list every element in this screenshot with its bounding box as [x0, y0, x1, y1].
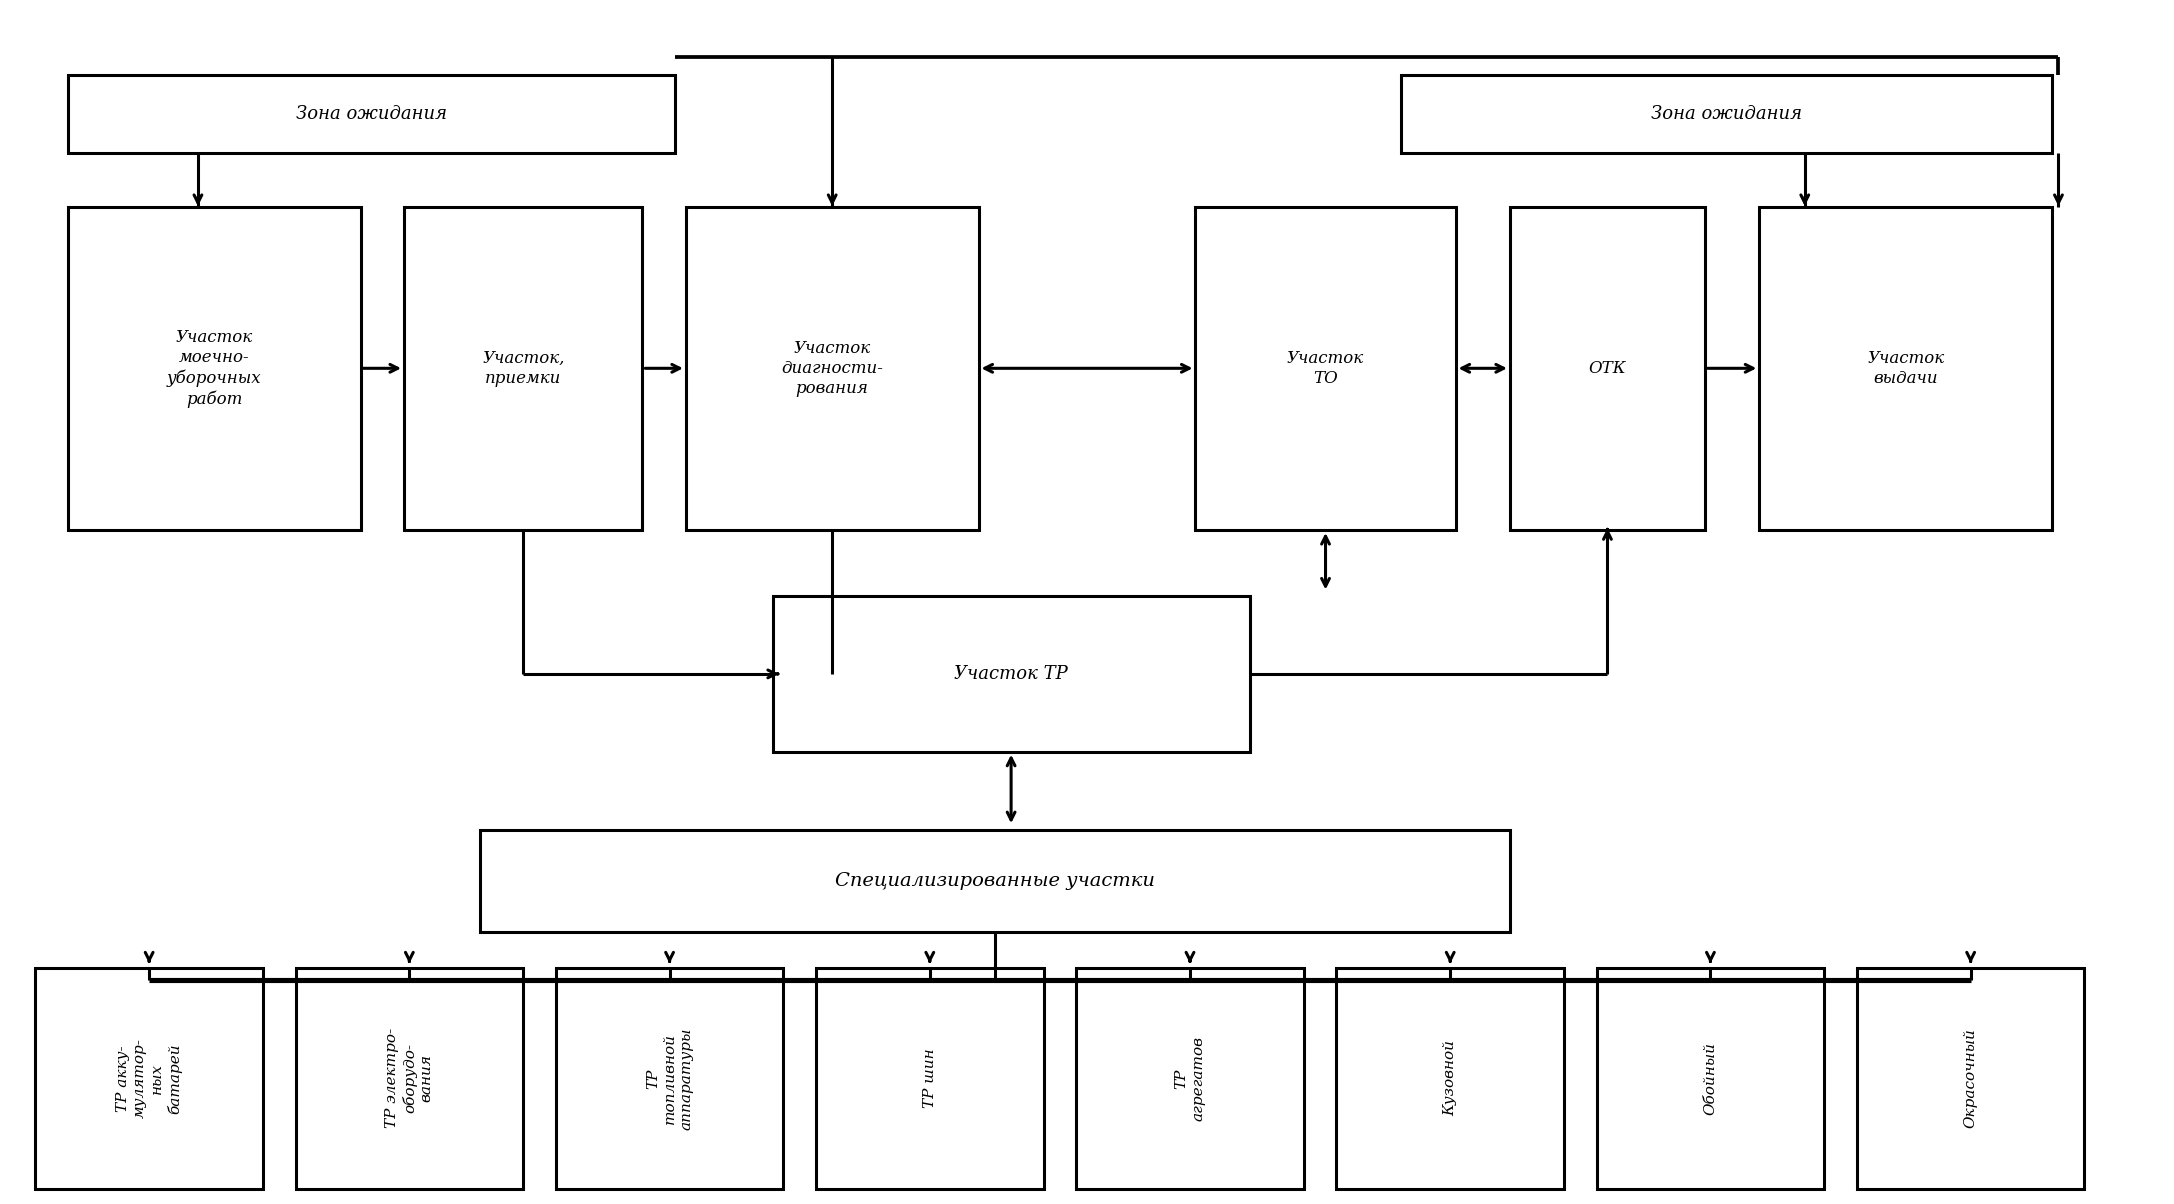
- Bar: [1759, 207, 2052, 530]
- Bar: [557, 968, 783, 1190]
- Bar: [772, 596, 1250, 751]
- Text: Специализированные участки: Специализированные участки: [835, 872, 1154, 890]
- Text: ТР шин: ТР шин: [922, 1049, 937, 1108]
- Text: ТР
топливной
аппаратуры: ТР топливной аппаратуры: [646, 1027, 694, 1129]
- Bar: [1596, 968, 1824, 1190]
- Text: ОТК: ОТК: [1589, 360, 1626, 377]
- Bar: [1857, 968, 2085, 1190]
- Text: Участок ТР: Участок ТР: [954, 665, 1067, 683]
- Text: Участок
выдачи: Участок выдачи: [1867, 349, 1944, 386]
- Bar: [815, 968, 1044, 1190]
- Bar: [1402, 75, 2052, 153]
- Bar: [1337, 968, 1563, 1190]
- Bar: [296, 968, 524, 1190]
- Text: Зона ожидания: Зона ожидания: [296, 105, 448, 123]
- Bar: [480, 830, 1511, 932]
- Text: Кузовной: Кузовной: [1444, 1040, 1457, 1116]
- Text: Участок
диагности-
рования: Участок диагности- рования: [780, 340, 883, 397]
- Text: ТР электро-
оборудо-
вания: ТР электро- оборудо- вания: [385, 1028, 435, 1128]
- Bar: [35, 968, 263, 1190]
- Text: Участок
ТО: Участок ТО: [1287, 349, 1363, 386]
- Bar: [1511, 207, 1704, 530]
- Text: Участок,
приемки: Участок, приемки: [483, 349, 565, 386]
- Bar: [67, 75, 674, 153]
- Text: Зона ожидания: Зона ожидания: [1652, 105, 1802, 123]
- Text: Окрасочный: Окрасочный: [1963, 1028, 1978, 1128]
- Bar: [685, 207, 978, 530]
- Text: Обойный: Обойный: [1704, 1041, 1717, 1115]
- Text: Участок
моечно-
уборочных
работ: Участок моечно- уборочных работ: [167, 329, 261, 408]
- Text: ТР
агрегатов: ТР агрегатов: [1174, 1035, 1204, 1121]
- Bar: [404, 207, 644, 530]
- Bar: [1196, 207, 1457, 530]
- Bar: [1076, 968, 1304, 1190]
- Bar: [67, 207, 361, 530]
- Text: ТР акку-
мулятор-
ных
батарей: ТР акку- мулятор- ных батарей: [117, 1038, 183, 1119]
